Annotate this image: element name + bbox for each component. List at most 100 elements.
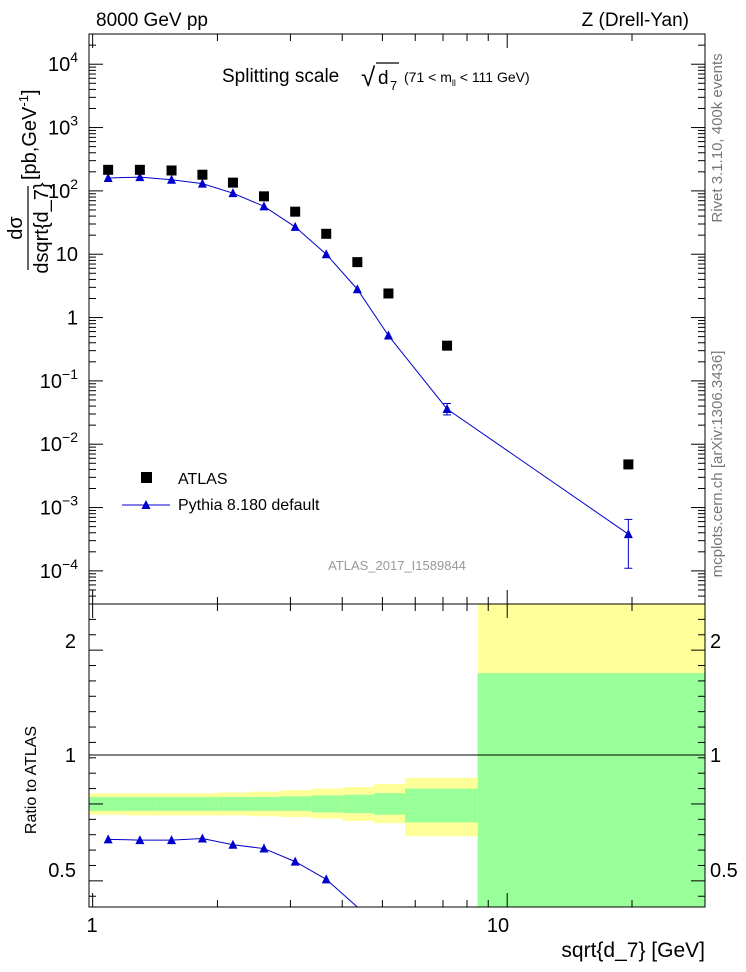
main-tick-label: 10−2: [40, 429, 78, 456]
legend: ATLAS Pythia 8.180 default: [122, 471, 320, 514]
ylabel-unit-open: [pb,GeV: [19, 106, 41, 180]
legend-mc-marker: [141, 500, 151, 509]
band-inner-segment: [187, 797, 219, 811]
main-tick-label: 10−1: [40, 366, 78, 393]
main-frame: [88, 33, 706, 605]
series-atlas: [103, 164, 634, 470]
main-tick-label: 102: [48, 176, 78, 203]
data-marker: [290, 206, 301, 217]
ratio-line: [108, 838, 358, 908]
ratio-marker: [135, 835, 145, 845]
ratio-y-axis-label: Ratio to ATLAS: [23, 726, 40, 834]
main-tick-label: 10: [56, 244, 78, 266]
mc-marker: [167, 174, 177, 184]
ratio-marker: [228, 839, 238, 849]
tick-mantissa: 10: [40, 434, 62, 456]
ratio-tick-label: 2: [710, 631, 721, 653]
ratio-y-tick-labels-right: 2 1 0.5: [710, 631, 738, 882]
band-inner-segment: [89, 797, 126, 811]
mc-marker: [197, 178, 207, 188]
tick-exponent: 2: [70, 176, 78, 192]
axis-ticks: [89, 33, 706, 907]
x-tick-labels: 1 10: [86, 915, 509, 937]
plot-title: Splitting scale √ d 7 (71 < mll < 111 Ge…: [222, 62, 530, 93]
data-marker: [166, 165, 177, 176]
tick-exponent: −4: [62, 556, 78, 572]
data-marker: [352, 257, 363, 268]
series-pythia: [103, 172, 633, 569]
mc-marker: [442, 403, 452, 413]
ratio-series-pythia: [103, 833, 358, 908]
plot-title-var: d: [378, 68, 389, 89]
ratio-marker: [167, 835, 177, 845]
ylabel-numerator: dσ: [5, 216, 27, 240]
data-marker: [227, 177, 238, 188]
ylabel-unit: [pb,GeV-1]: [16, 89, 41, 180]
range-open: (71 < m: [404, 69, 452, 85]
band-inner-segment: [477, 673, 705, 907]
range-sub: ll: [452, 78, 456, 88]
source-label: mcplots.cern.ch [arXiv:1306.3436]: [709, 351, 726, 578]
ratio-tick-label: 1: [710, 745, 721, 767]
mc-marker: [103, 172, 113, 182]
x-tick-label: 1: [86, 915, 97, 937]
header-energy: 8000 GeV pp: [96, 10, 208, 31]
plot-title-var-sub: 7: [390, 78, 397, 93]
data-marker: [623, 459, 634, 470]
tick-exponent: −2: [62, 429, 78, 445]
ratio-marker: [259, 843, 269, 853]
mc-marker: [259, 201, 269, 211]
data-marker: [103, 164, 114, 175]
data-marker: [134, 164, 145, 175]
tick-mantissa: 10: [40, 371, 62, 393]
ratio-tick-label: 0.5: [710, 860, 738, 882]
main-tick-label: 1: [67, 308, 78, 330]
plot-title-prefix: Splitting scale: [222, 66, 339, 87]
tick-exponent: 4: [70, 49, 78, 65]
ratio-frame: [88, 603, 706, 908]
range-close: < 111 GeV): [456, 69, 530, 85]
ratio-tick-label: 2: [65, 631, 76, 653]
band-inner-segment: [218, 797, 250, 811]
band-inner-segment: [155, 797, 188, 811]
main-tick-label: 104: [48, 49, 78, 76]
ratio-marker: [321, 874, 331, 884]
main-y-axis-label: dσ dsqrt{d_7} [pb,GeV-1]: [5, 89, 53, 273]
ratio-tick-label: 0.5: [48, 860, 76, 882]
band-inner-segment: [249, 797, 281, 811]
data-marker: [442, 340, 453, 351]
data-marker: [383, 288, 394, 299]
mc-marker: [228, 188, 238, 198]
main-tick-label: 10−3: [40, 493, 78, 520]
legend-mc-label: Pythia 8.180 default: [178, 497, 320, 514]
mc-marker: [135, 172, 145, 182]
ylabel-unit-close: ]: [19, 89, 41, 95]
band-inner-segment: [373, 793, 406, 815]
main-tick-label: 103: [48, 113, 78, 140]
plot-title-range: (71 < mll < 111 GeV): [404, 69, 530, 88]
mc-marker: [321, 249, 331, 259]
mc-marker: [352, 284, 362, 294]
tick-mantissa: 1: [67, 308, 78, 330]
tick-mantissa: 10: [48, 118, 70, 140]
tick-mantissa: 10: [48, 181, 70, 203]
mc-marker: [290, 221, 300, 231]
tick-exponent: 3: [70, 113, 78, 129]
legend-data-marker: [141, 472, 152, 483]
data-marker: [258, 191, 269, 202]
tick-mantissa: 10: [40, 561, 62, 583]
tick-mantissa: 10: [40, 498, 62, 520]
mc-line: [108, 176, 629, 535]
sqrt-symbol: √: [361, 62, 376, 92]
data-marker: [321, 228, 332, 239]
tick-exponent: −3: [62, 493, 78, 509]
ratio-marker: [197, 833, 207, 843]
tick-exponent: −1: [62, 366, 78, 382]
mc-marker: [383, 330, 393, 340]
ratio-tick-label: 1: [65, 745, 76, 767]
ratio-marker: [103, 834, 113, 844]
x-axis-label: sqrt{d_7} [GeV]: [561, 939, 705, 962]
header-process: Z (Drell-Yan): [582, 10, 689, 31]
ylabel-unit-exp: -1: [16, 95, 31, 107]
